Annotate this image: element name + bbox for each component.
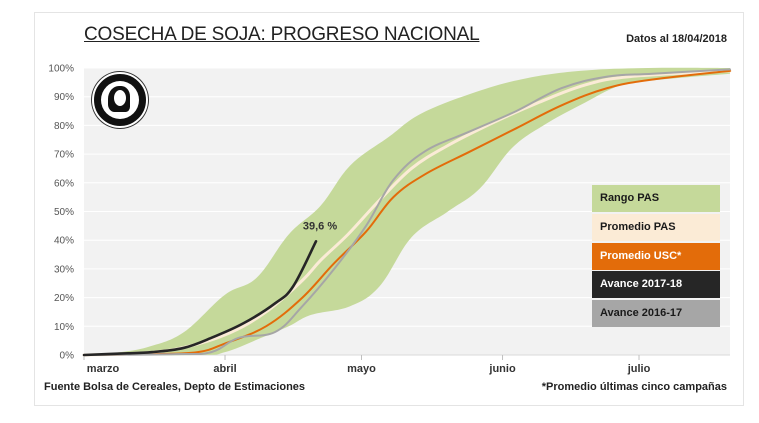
x-tick-label: marzo xyxy=(87,363,120,375)
y-tick-label: 30% xyxy=(54,264,74,275)
source-note: Fuente Bolsa de Cereales, Depto de Estim… xyxy=(44,381,306,393)
legend-item: Rango PAS xyxy=(592,185,720,212)
series-line-promedio-usc xyxy=(83,69,731,356)
series-line-avance-2016-17 xyxy=(83,68,731,356)
bolsa-de-cereales-logo-icon xyxy=(92,72,148,128)
x-tick-label: abril xyxy=(213,363,236,375)
legend-item: Avance 2016-17 xyxy=(592,300,720,328)
chart-legend: Rango PAS Promedio PAS Promedio USC* Avance… xyxy=(592,185,720,329)
y-tick-label: 90% xyxy=(54,92,74,103)
series-lines xyxy=(82,68,732,357)
range-pas-area xyxy=(84,67,730,356)
y-tick-label: 80% xyxy=(54,121,74,132)
legend-item: Promedio USC* xyxy=(592,242,720,270)
y-tick-label: 20% xyxy=(54,293,74,304)
annotations: 39,6 % xyxy=(303,220,337,232)
x-axis-ticks: marzo abril mayo junio julio xyxy=(83,355,651,375)
data-label-annotation: 39,6 % xyxy=(303,220,337,232)
y-tick-label: 40% xyxy=(54,236,74,247)
footnote: *Promedio últimas cinco campañas xyxy=(541,381,727,393)
y-tick-label: 60% xyxy=(54,178,74,189)
x-tick-label: junio xyxy=(488,363,516,375)
y-tick-label: 70% xyxy=(54,150,74,161)
chart-title: COSECHA DE SOJA: PROGRESO NACIONAL xyxy=(84,24,480,45)
legend-item: Promedio PAS xyxy=(592,213,720,241)
y-tick-label: 10% xyxy=(54,322,74,333)
series-line-avance-2017-18 xyxy=(82,240,318,357)
y-tick-label: 50% xyxy=(54,207,74,218)
legend-item: Avance 2017-18 xyxy=(592,271,720,299)
x-tick-label: julio xyxy=(627,363,651,375)
y-axis-ticks: 0% 10% 20% 30% 40% 50% 60% 70% 80% 90% 100% xyxy=(48,64,74,362)
logo-figure-highlight xyxy=(114,90,126,106)
y-tick-label: 100% xyxy=(48,64,74,75)
date-label: Datos al 18/04/2018 xyxy=(626,33,727,45)
x-tick-label: mayo xyxy=(347,363,376,375)
y-tick-label: 0% xyxy=(60,351,75,362)
